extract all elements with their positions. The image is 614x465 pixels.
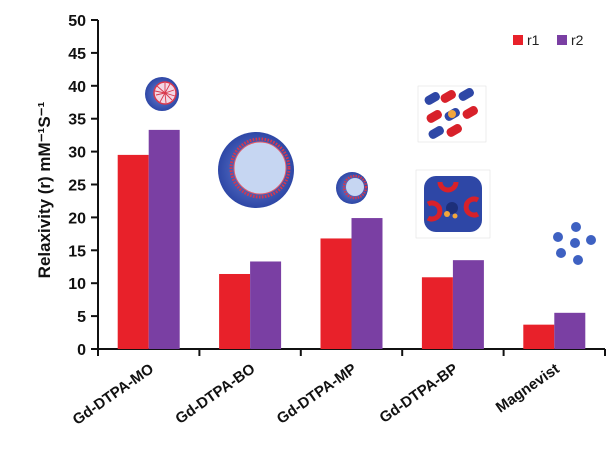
- x-category-label: Gd-DTPA-BP: [377, 360, 462, 426]
- bar-series: [117, 129, 586, 349]
- bar-r1-magnevist: [523, 324, 555, 349]
- y-axis-label: Relaxivity (r) mM⁻¹S⁻¹: [35, 101, 54, 278]
- y-tick-label: 30: [68, 145, 86, 162]
- y-tick-label: 25: [68, 178, 86, 195]
- y-axis-ticks: 0 5 10 15 20 25 30 35 40 45 50: [68, 13, 98, 359]
- mesoporous-rods-icon: [417, 85, 487, 143]
- mesoporous-particle-icon: [415, 169, 491, 239]
- bar-r2-gd-dtpa-bo: [250, 261, 282, 349]
- y-tick-label: 15: [68, 243, 86, 260]
- bar-r1-gd-dtpa-mo: [117, 154, 149, 349]
- bar-r2-gd-dtpa-bp: [452, 260, 484, 349]
- small-vesicle-icon: [336, 172, 368, 204]
- y-tick-label: 45: [68, 46, 86, 63]
- y-tick-label: 50: [68, 13, 86, 30]
- x-category-label: Gd-DTPA-MP: [274, 360, 360, 427]
- y-tick-label: 10: [68, 276, 86, 293]
- y-tick-label: 20: [68, 210, 86, 227]
- x-category-label: Gd-DTPA-MO: [70, 360, 158, 428]
- category-labels: Gd-DTPA-MO Gd-DTPA-BO Gd-DTPA-MP Gd-DTPA-BP…: [70, 360, 563, 428]
- legend-label-r2: r2: [571, 32, 584, 48]
- y-tick-label: 0: [77, 342, 86, 359]
- x-category-label: Gd-DTPA-BO: [172, 360, 258, 427]
- y-tick-label: 5: [77, 309, 86, 326]
- bar-r1-gd-dtpa-bp: [421, 277, 453, 349]
- bar-r2-gd-dtpa-mo: [148, 129, 180, 349]
- legend-label-r1: r1: [527, 32, 540, 48]
- legend: r1 r2: [513, 32, 584, 48]
- legend-swatch-r2: [557, 35, 567, 45]
- micelle-icon: [145, 77, 179, 111]
- x-category-label: Magnevist: [493, 360, 563, 416]
- y-tick-label: 35: [68, 112, 86, 129]
- y-tick-label: 40: [68, 79, 86, 96]
- large-vesicle-icon: [218, 132, 294, 208]
- bar-r1-gd-dtpa-mp: [320, 238, 352, 349]
- legend-swatch-r1: [513, 35, 523, 45]
- x-axis-ticks: [97, 349, 606, 356]
- bar-r1-gd-dtpa-bo: [219, 273, 251, 349]
- molecule-cluster-icon: [553, 222, 596, 265]
- bar-r2-gd-dtpa-mp: [351, 218, 383, 349]
- bar-r2-magnevist: [554, 312, 586, 349]
